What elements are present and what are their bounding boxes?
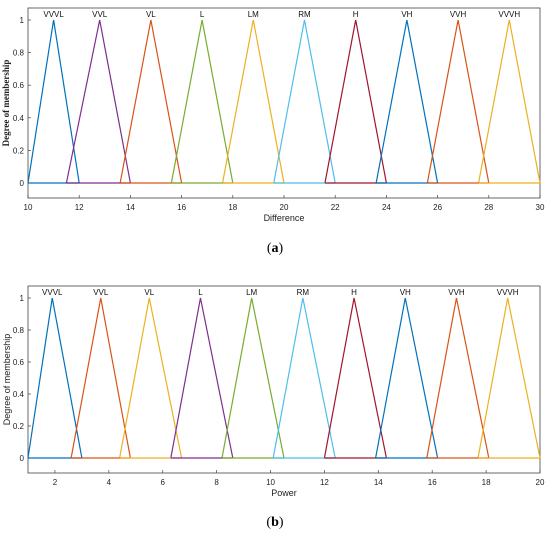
mf-label-rm: RM <box>297 288 310 297</box>
x-tick-label: 28 <box>484 203 493 212</box>
mf-label-vvvl: VVVL <box>42 288 63 297</box>
panel-caption: (b) <box>266 515 283 530</box>
mf-label-vl: VL <box>144 288 154 297</box>
membership-line-vvvh <box>477 297 541 459</box>
x-tick-label: 8 <box>214 478 219 487</box>
y-tick-label: 0.8 <box>13 49 25 58</box>
membership-line-vvl <box>70 297 131 459</box>
x-tick-label: 12 <box>320 478 329 487</box>
mf-label-vl: VL <box>146 10 156 19</box>
y-tick-label: 0.6 <box>13 358 25 367</box>
membership-line-h <box>323 297 387 459</box>
mf-label-vvl: VVL <box>93 288 109 297</box>
x-tick-label: 6 <box>161 478 166 487</box>
membership-line-vvvl <box>27 297 83 459</box>
y-tick-label: 0.2 <box>13 422 25 431</box>
membership-line-vl <box>119 19 183 184</box>
panel-caption: (a) <box>267 241 284 256</box>
x-tick-label: 22 <box>331 203 340 212</box>
y-tick-label: 0.4 <box>13 114 25 123</box>
x-tick-label: 16 <box>177 203 186 212</box>
y-tick-label: 0.4 <box>13 390 25 399</box>
x-tick-label: 14 <box>374 478 383 487</box>
membership-line-vvvh <box>477 19 541 184</box>
mf-label-rm: RM <box>298 10 311 19</box>
membership-line-l <box>170 19 234 184</box>
mf-label-vh: VH <box>400 288 411 297</box>
y-tick-label: 1 <box>20 294 25 303</box>
y-axis-label: Degree of membership <box>1 60 11 147</box>
x-tick-label: 4 <box>107 478 112 487</box>
membership-line-lm <box>221 19 285 184</box>
y-tick-label: 0 <box>20 179 25 188</box>
x-tick-label: 20 <box>536 478 545 487</box>
x-tick-label: 10 <box>24 203 33 212</box>
mf-label-vvl: VVL <box>92 10 108 19</box>
y-axis-label: Degree of membership <box>2 334 12 426</box>
membership-line-vvh <box>426 19 490 184</box>
membership-line-vl <box>119 297 183 459</box>
x-tick-label: 26 <box>433 203 442 212</box>
mf-label-l: L <box>200 10 205 19</box>
panel-b: 2 4 6 8 10 12 14 16 18 20 0 0.2 0.4 0.6 0.8 1 VVVL VVL VL L… <box>2 285 545 530</box>
x-tick-label: 12 <box>75 203 84 212</box>
membership-line-rm <box>273 19 336 184</box>
plot-frame <box>27 285 541 474</box>
x-tick-label: 18 <box>228 203 237 212</box>
membership-line-vvh <box>426 297 490 459</box>
panel-a: 10 12 14 16 18 20 22 24 26 28 30 0 0.2 0.4 0.6 0.8 1 VVVL… <box>1 7 545 256</box>
mf-label-lm: LM <box>248 10 259 19</box>
membership-line-vh <box>375 19 439 184</box>
y-tick-label: 0.2 <box>13 146 25 155</box>
mf-label-vvh: VVH <box>450 10 467 19</box>
mf-label-h: H <box>353 10 359 19</box>
y-tick-label: 0.8 <box>13 326 25 335</box>
x-tick-label: 10 <box>266 478 275 487</box>
x-axis-label: Power <box>271 488 297 498</box>
mf-label-l: L <box>198 288 203 297</box>
mf-label-vh: VH <box>401 10 412 19</box>
x-tick-label: 14 <box>126 203 135 212</box>
mf-label-vvvh: VVVH <box>498 10 520 19</box>
x-tick-label: 18 <box>482 478 491 487</box>
y-tick-label: 1 <box>20 16 25 25</box>
mf-label-vvh: VVH <box>448 288 465 297</box>
mf-label-vvvl: VVVL <box>43 10 64 19</box>
x-tick-label: 24 <box>382 203 391 212</box>
y-tick-label: 0 <box>20 454 25 463</box>
x-tick-label: 2 <box>53 478 58 487</box>
x-tick-label: 16 <box>428 478 437 487</box>
membership-line-l <box>170 297 234 459</box>
x-tick-label: 30 <box>536 203 545 212</box>
x-axis-label: Difference <box>264 213 305 223</box>
membership-line-vvl <box>65 19 131 184</box>
x-tick-label: 20 <box>280 203 289 212</box>
membership-line-h <box>324 19 387 184</box>
plot-frame <box>27 7 541 199</box>
mf-label-vvvh: VVVH <box>497 288 519 297</box>
membership-line-vvvl <box>27 19 80 184</box>
membership-line-lm <box>221 297 285 459</box>
mf-label-h: H <box>351 288 357 297</box>
membership-line-rm <box>272 297 336 459</box>
mf-label-lm: LM <box>246 288 257 297</box>
membership-line-vh <box>375 297 439 459</box>
y-tick-label: 0.6 <box>13 81 25 90</box>
